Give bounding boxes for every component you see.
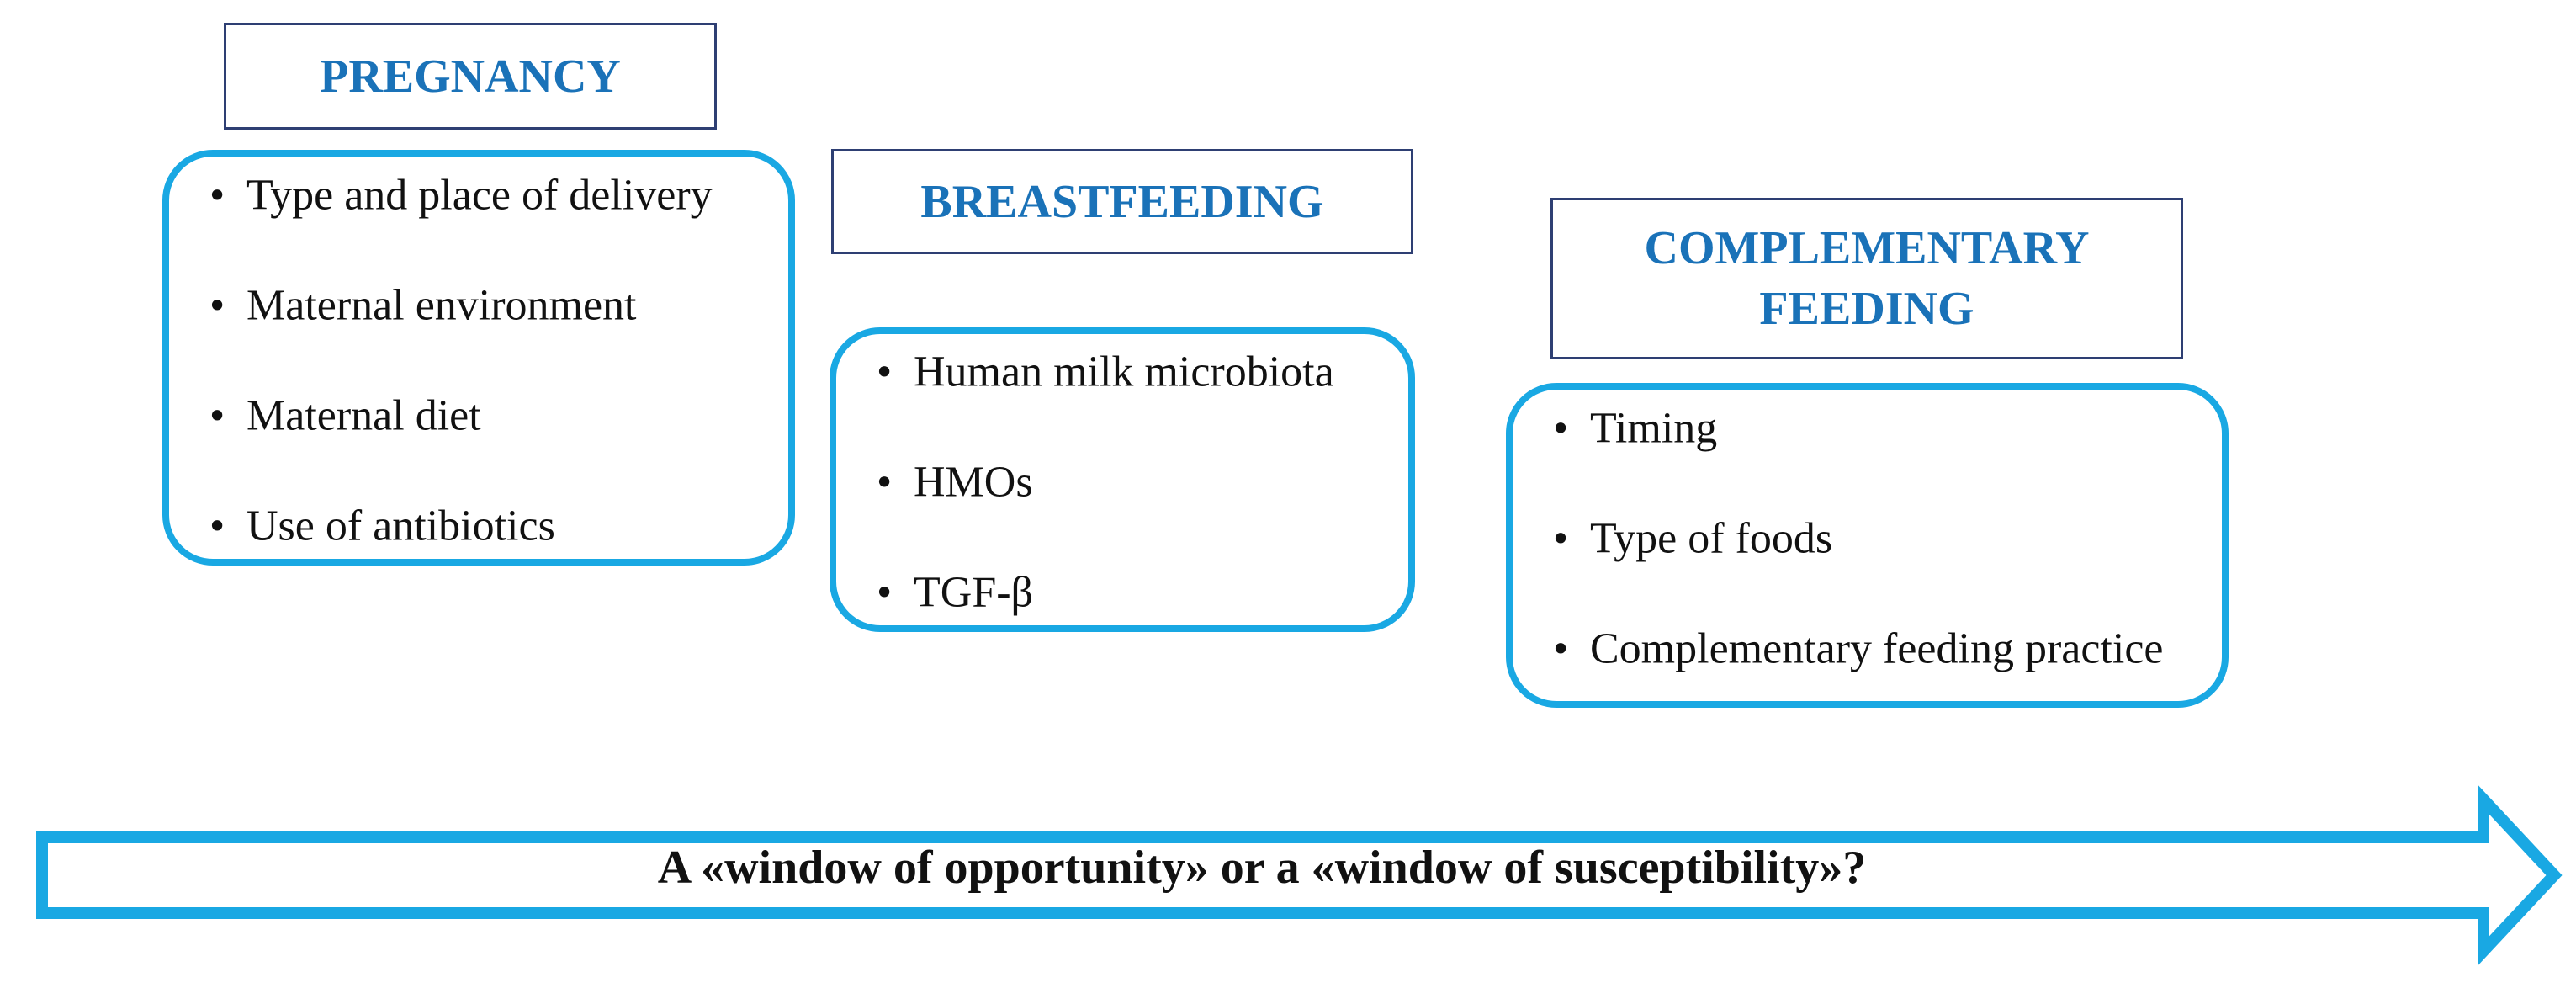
- pregnancy-factors-box: • Type and place of delivery • Maternal en…: [162, 150, 795, 566]
- item-text: Maternal environment: [246, 281, 637, 330]
- breastfeeding-title: BREASTFEEDING: [920, 175, 1324, 228]
- list-item: • Use of antibiotics: [209, 502, 555, 551]
- item-text: Complementary feeding practice: [1590, 624, 2164, 673]
- complementary-feeding-title-line2: FEEDING: [1759, 283, 1974, 335]
- item-text: Human milk microbiota: [914, 348, 1334, 396]
- bullet: •: [1553, 624, 1569, 673]
- list-item: • TGF-β: [877, 568, 1033, 618]
- breastfeeding-header: BREASTFEEDING: [831, 149, 1413, 254]
- item-text: HMOs: [914, 458, 1033, 507]
- item-text: Maternal diet: [246, 391, 481, 440]
- list-item: • Complementary feeding practice: [1553, 624, 2163, 674]
- list-item: • Type and place of delivery: [209, 171, 713, 220]
- item-text: Type of foods: [1590, 514, 1833, 563]
- complementary-feeding-header: COMPLEMENTARY FEEDING: [1550, 198, 2183, 359]
- pregnancy-title: PREGNANCY: [320, 50, 621, 103]
- bullet: •: [1553, 514, 1569, 563]
- list-item: • Timing: [1553, 404, 1717, 454]
- breastfeeding-factors-box: • Human milk microbiota • HMOs • TGF-β: [830, 327, 1415, 632]
- timeline-label: A «window of opportunity» or a «window o…: [657, 842, 1867, 894]
- list-item: • Human milk microbiota: [877, 348, 1334, 397]
- complementary-feeding-factors-box: • Timing • Type of foods • Complementary fe…: [1506, 383, 2229, 708]
- bullet: •: [877, 348, 893, 396]
- bullet: •: [209, 171, 225, 220]
- item-text: Timing: [1590, 404, 1718, 453]
- list-item: • Maternal diet: [209, 391, 481, 441]
- list-item: • Maternal environment: [209, 281, 637, 331]
- complementary-feeding-title-line1: COMPLEMENTARY: [1644, 222, 2090, 274]
- list-item: • HMOs: [877, 458, 1033, 507]
- item-text: TGF-β: [914, 568, 1034, 617]
- pregnancy-header: PREGNANCY: [224, 23, 717, 130]
- bullet: •: [1553, 404, 1569, 453]
- arrow-shape: [36, 784, 2563, 966]
- bullet: •: [209, 502, 225, 550]
- bullet: •: [877, 568, 893, 617]
- bullet: •: [209, 391, 225, 440]
- bullet: •: [209, 281, 225, 330]
- list-item: • Type of foods: [1553, 514, 1832, 564]
- item-text: Use of antibiotics: [246, 502, 555, 550]
- bullet: •: [877, 458, 893, 507]
- item-text: Type and place of delivery: [246, 171, 713, 220]
